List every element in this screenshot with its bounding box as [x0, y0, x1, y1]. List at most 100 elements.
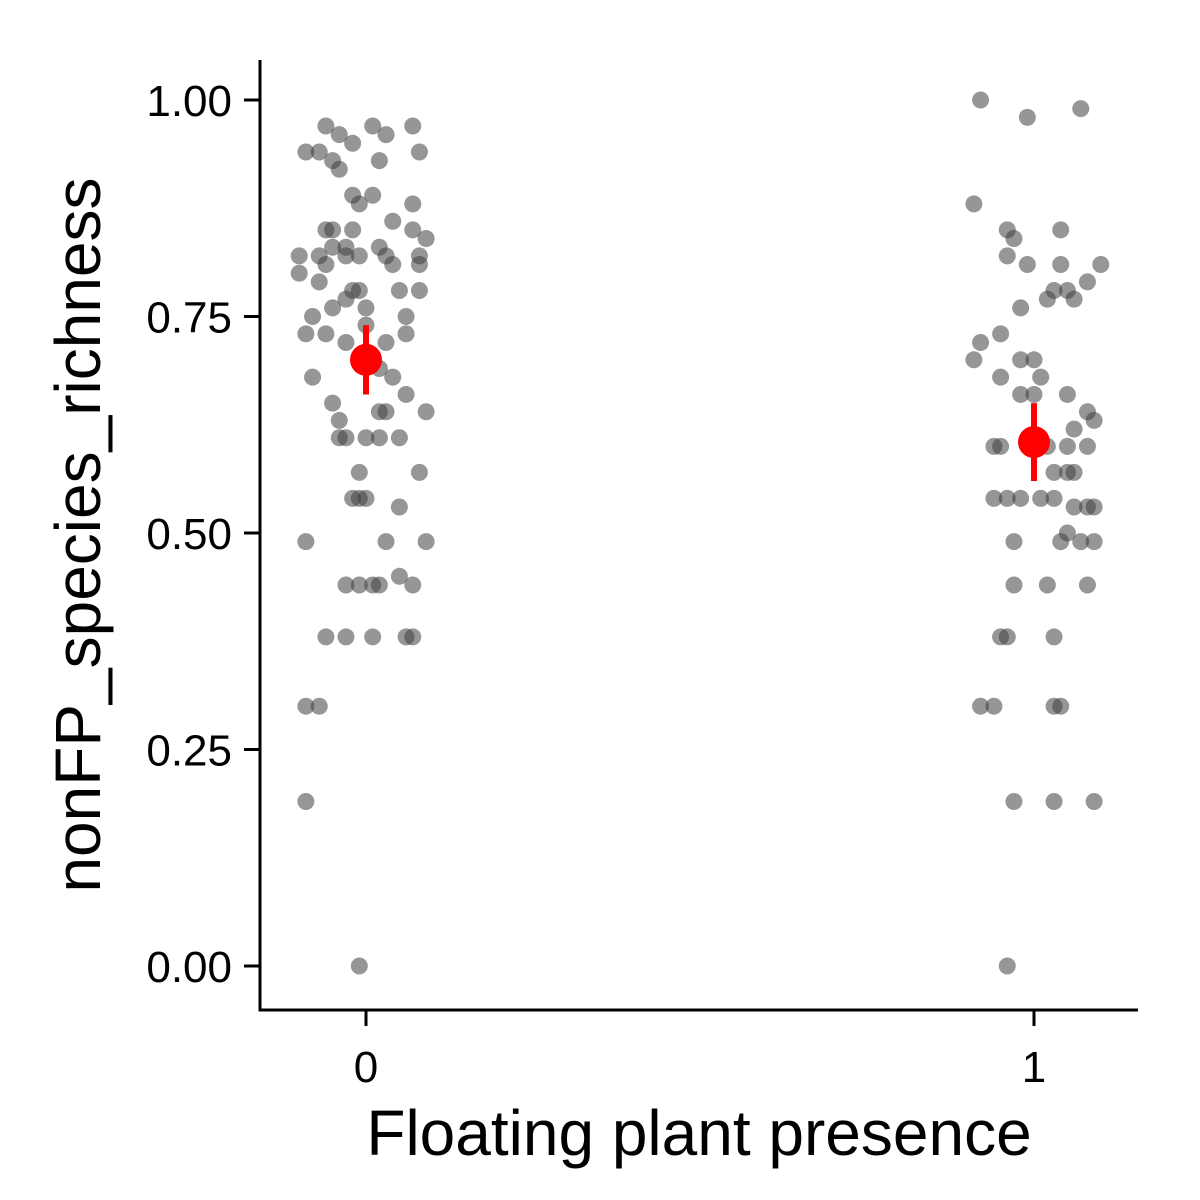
data-point	[1065, 290, 1083, 308]
data-point	[324, 221, 342, 239]
data-point	[1018, 256, 1036, 274]
data-point	[397, 325, 415, 343]
data-point	[1085, 498, 1103, 516]
data-point	[1038, 290, 1056, 308]
data-point	[384, 256, 402, 274]
x-tick-label: 1	[1022, 1043, 1046, 1092]
data-point	[324, 299, 342, 317]
data-point	[1045, 792, 1063, 810]
data-point	[1085, 533, 1103, 551]
data-point	[1018, 108, 1036, 126]
data-point	[337, 628, 355, 646]
data-point	[1005, 230, 1023, 248]
x-tick-label: 0	[354, 1043, 378, 1092]
data-point	[330, 411, 348, 429]
data-point	[377, 533, 395, 551]
y-tick-label: 0.50	[146, 510, 232, 559]
summary-markers	[350, 325, 1050, 482]
data-point	[357, 429, 375, 447]
data-point	[972, 697, 990, 715]
data-point	[1065, 420, 1083, 438]
data-point	[417, 533, 435, 551]
y-tick-label: 0.75	[146, 294, 232, 343]
data-point	[1012, 351, 1030, 369]
data-point	[397, 385, 415, 403]
data-point	[310, 273, 328, 291]
data-point	[317, 325, 335, 343]
data-point	[337, 429, 355, 447]
data-point	[364, 186, 382, 204]
data-point	[417, 230, 435, 248]
data-point	[404, 195, 422, 213]
data-point	[310, 697, 328, 715]
data-point	[992, 325, 1010, 343]
data-point	[410, 256, 428, 274]
data-point	[290, 247, 308, 265]
data-point	[1092, 256, 1110, 274]
data-point	[1005, 576, 1023, 594]
data-point	[972, 91, 990, 109]
data-point	[1025, 385, 1043, 403]
data-point	[1065, 498, 1083, 516]
data-point	[410, 463, 428, 481]
data-point	[998, 957, 1016, 975]
data-point	[1005, 792, 1023, 810]
data-point	[364, 117, 382, 135]
data-point	[1058, 437, 1076, 455]
data-point	[350, 282, 368, 300]
data-point	[317, 117, 335, 135]
data-point	[1072, 533, 1090, 551]
data-point	[290, 264, 308, 282]
data-point	[1045, 489, 1063, 507]
data-point	[397, 308, 415, 325]
data-point	[337, 576, 355, 594]
data-point	[972, 333, 990, 351]
data-point	[357, 299, 375, 317]
y-axis-title: nonFP_species_richness	[42, 177, 114, 892]
data-point	[370, 429, 388, 447]
data-point	[344, 134, 362, 152]
data-point	[1052, 256, 1070, 274]
data-point	[384, 212, 402, 230]
data-point	[965, 195, 983, 213]
data-point	[404, 117, 422, 135]
data-point	[1072, 100, 1090, 118]
data-point	[390, 567, 408, 585]
data-point	[1065, 463, 1083, 481]
data-point	[417, 403, 435, 421]
data-point	[1045, 463, 1063, 481]
data-point	[1012, 489, 1030, 507]
data-point	[317, 256, 335, 274]
data-point	[317, 628, 335, 646]
data-point	[297, 697, 315, 715]
data-point	[390, 282, 408, 300]
data-point	[384, 368, 402, 386]
data-point	[1052, 221, 1070, 239]
data-point	[350, 463, 368, 481]
data-point	[1005, 533, 1023, 551]
data-point	[324, 394, 342, 412]
mean-point	[350, 343, 382, 376]
data-point	[998, 247, 1016, 265]
data-point	[297, 325, 315, 343]
data-point	[1078, 273, 1096, 291]
data-point	[1045, 628, 1063, 646]
data-point	[350, 576, 368, 594]
data-point	[1085, 792, 1103, 810]
data-point	[1032, 368, 1050, 386]
data-point	[337, 290, 355, 308]
data-point	[1038, 576, 1056, 594]
data-point	[324, 238, 342, 256]
data-point	[1078, 576, 1096, 594]
data-point	[377, 403, 395, 421]
data-point	[390, 429, 408, 447]
data-point	[404, 628, 422, 646]
data-point	[998, 628, 1016, 646]
data-point	[310, 143, 328, 161]
y-axis-ticks: 0.00 0.25 0.50 0.75 1.00	[146, 77, 260, 992]
data-point	[404, 221, 422, 239]
y-tick-label: 1.00	[146, 77, 232, 126]
data-point	[1085, 411, 1103, 429]
data-point	[337, 333, 355, 351]
data-point	[350, 957, 368, 975]
